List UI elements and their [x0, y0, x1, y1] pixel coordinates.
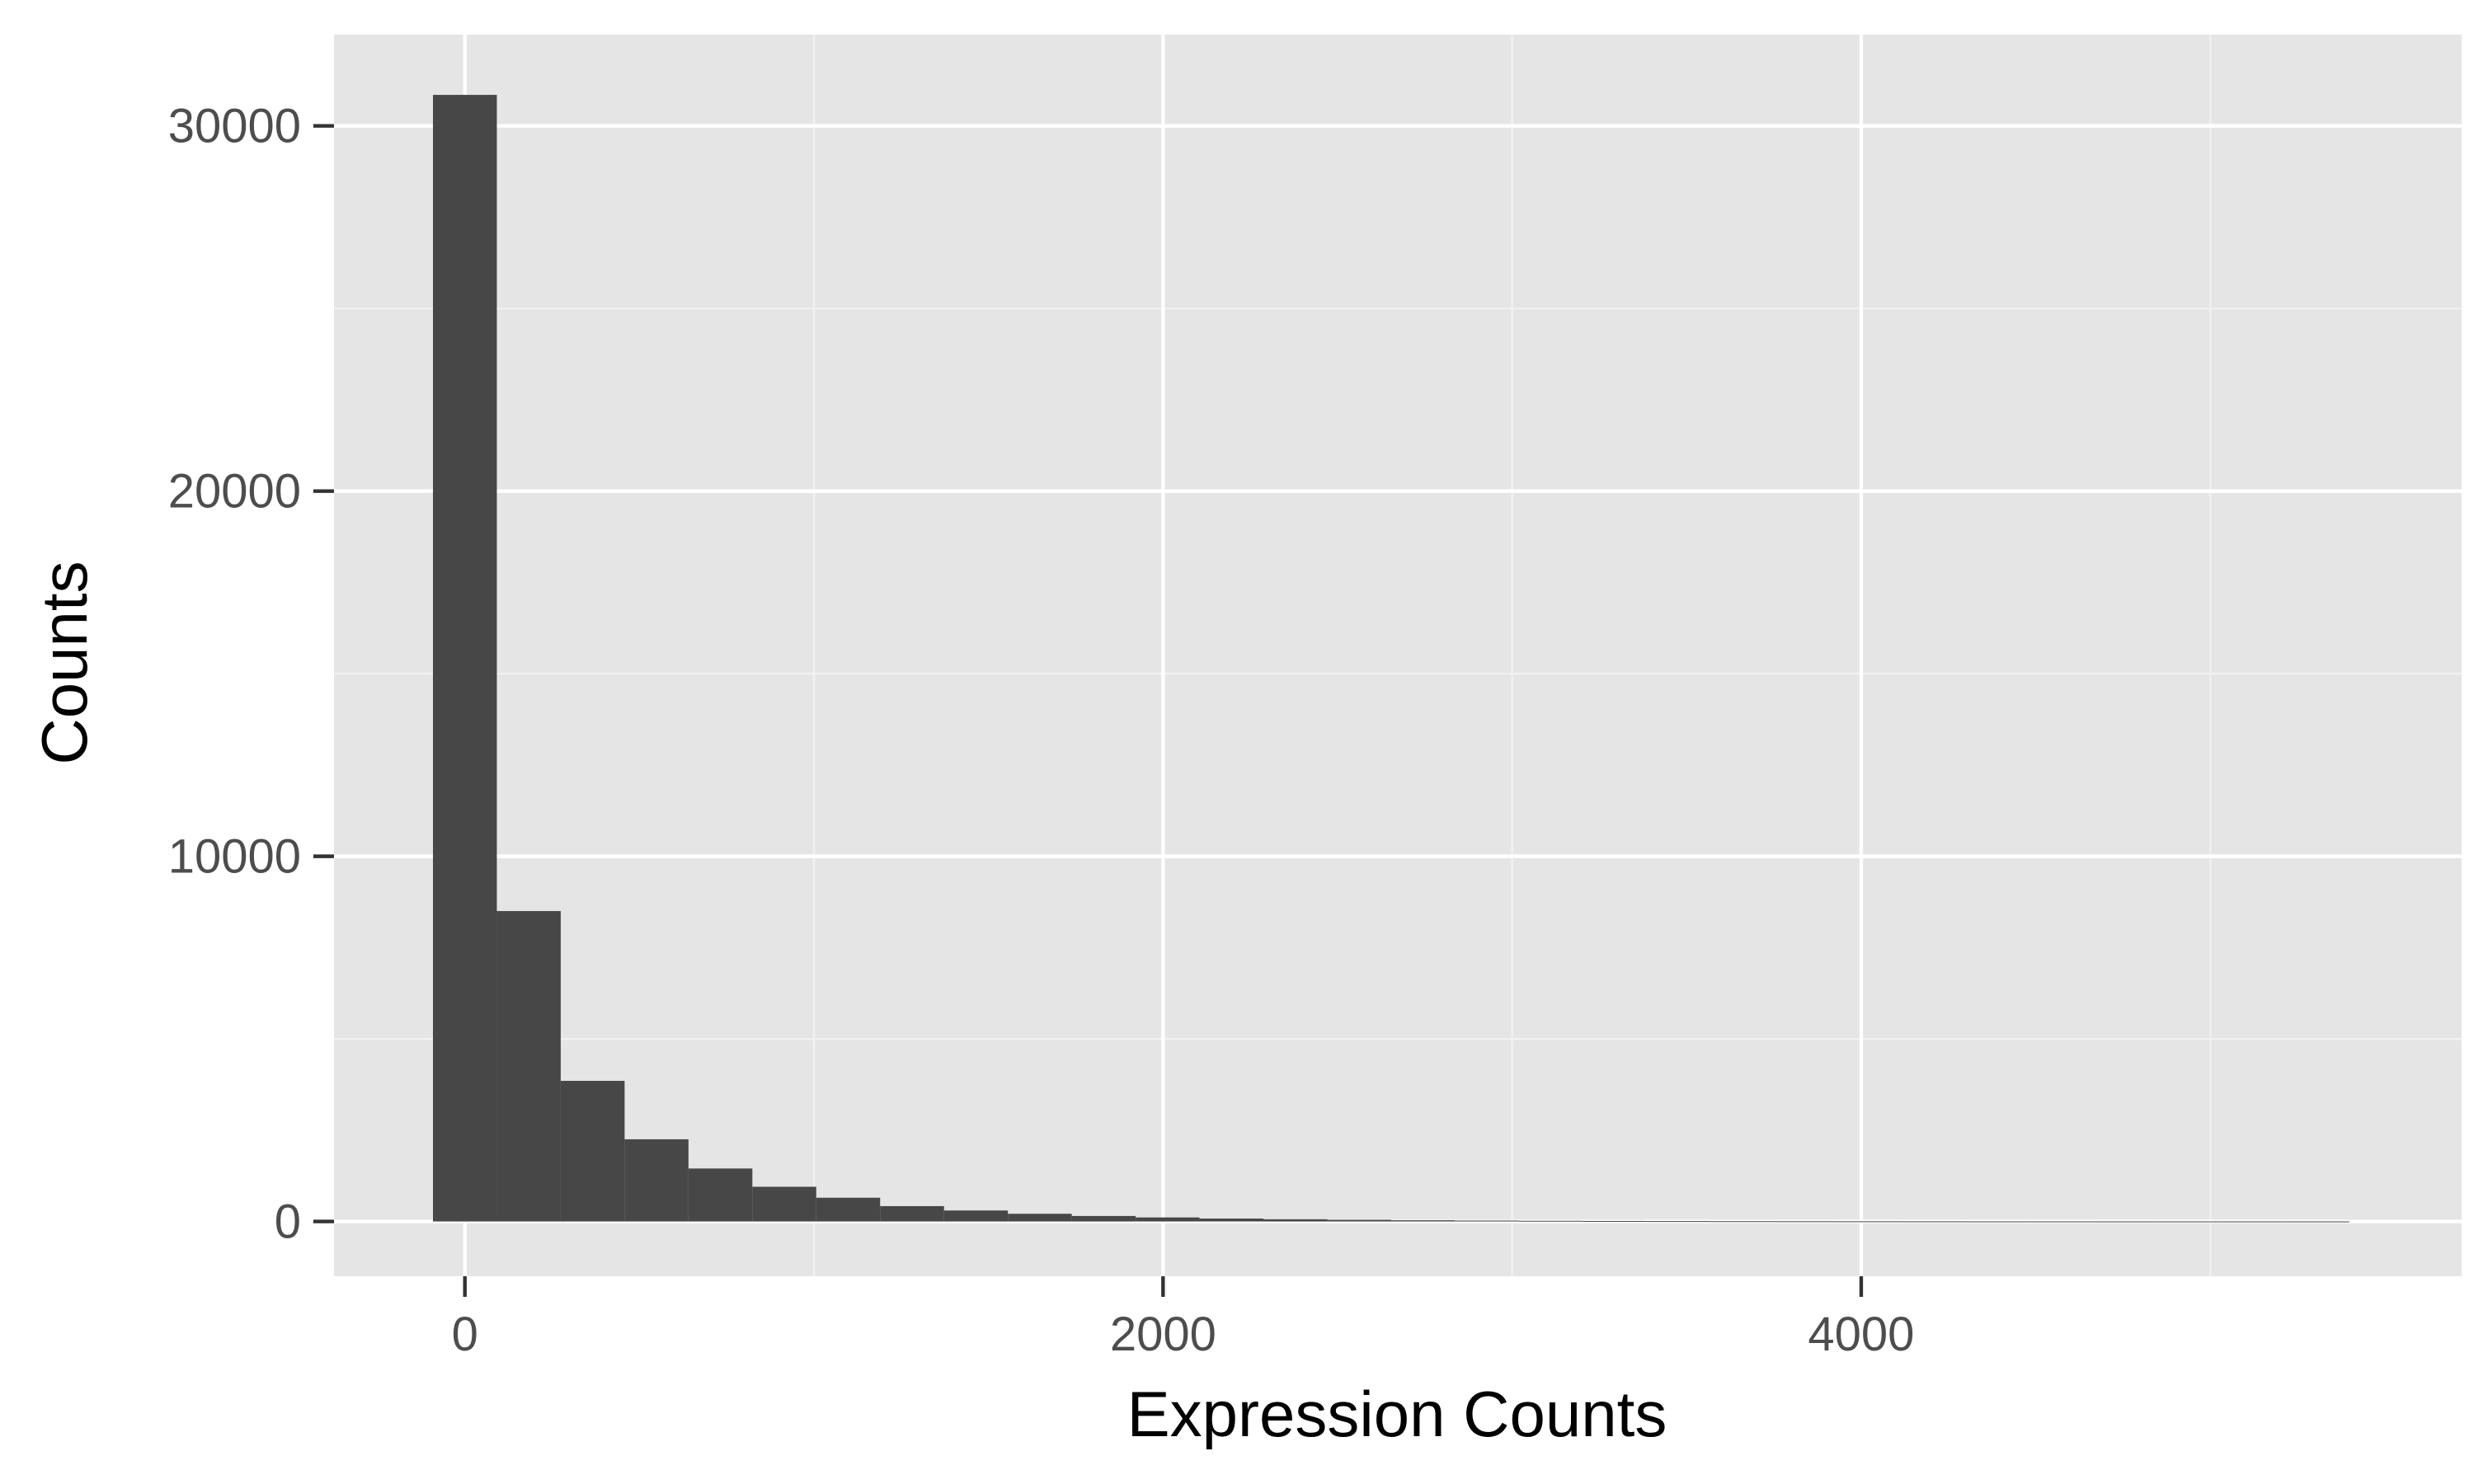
histogram-bar — [1455, 1220, 1519, 1222]
histogram-bar — [688, 1168, 753, 1222]
y-tick-label: 20000 — [168, 465, 301, 519]
histogram-bar — [1646, 1221, 1711, 1223]
histogram-bar — [1008, 1214, 1072, 1222]
histogram-bar — [1902, 1221, 1967, 1223]
x-tick-label: 0 — [452, 1308, 478, 1361]
histogram-bar — [1199, 1219, 1264, 1222]
histogram-bar — [496, 911, 561, 1222]
histogram-bar — [1263, 1219, 1328, 1222]
histogram-bar — [1518, 1220, 1583, 1222]
x-tick-label: 2000 — [1110, 1308, 1216, 1361]
y-tick-label: 30000 — [168, 100, 301, 153]
x-axis-title: Expression Counts — [1127, 1378, 1667, 1450]
y-tick-label: 0 — [275, 1195, 301, 1249]
histogram-bar — [624, 1139, 689, 1222]
x-tick-label: 4000 — [1808, 1308, 1914, 1361]
plot-panel — [334, 35, 2462, 1276]
histogram-bar — [880, 1205, 944, 1222]
histogram-bar — [1390, 1220, 1456, 1222]
histogram-bar — [1774, 1221, 1839, 1223]
histogram-bar — [560, 1081, 625, 1222]
plot-panel-background — [334, 35, 2462, 1276]
histogram-bar — [816, 1197, 881, 1222]
histogram-bar — [2157, 1221, 2222, 1223]
y-tick-label: 10000 — [168, 830, 301, 884]
histogram-bar — [1327, 1219, 1391, 1222]
histogram-bar — [1071, 1215, 1136, 1222]
histogram-bar — [1710, 1221, 1775, 1223]
minor-gridlines — [334, 35, 2462, 1276]
histogram-bars — [433, 95, 2349, 1223]
histogram-bar — [943, 1210, 1009, 1222]
histogram-bar — [2094, 1221, 2158, 1223]
histogram-bar — [1966, 1221, 2030, 1223]
histogram-bar — [433, 95, 497, 1222]
histogram-bar — [2030, 1221, 2095, 1223]
y-axis: 0 10000 20000 30000 — [168, 100, 334, 1249]
histogram-bar — [2285, 1221, 2349, 1223]
histogram-bar — [1136, 1217, 1200, 1222]
histogram-bar — [2221, 1221, 2286, 1223]
histogram-bar — [1838, 1221, 1903, 1223]
x-axis: 0 2000 4000 — [452, 1276, 1914, 1361]
histogram-bar — [752, 1186, 816, 1222]
y-axis-title: Counts — [28, 561, 101, 764]
histogram-bar — [1583, 1220, 1647, 1222]
